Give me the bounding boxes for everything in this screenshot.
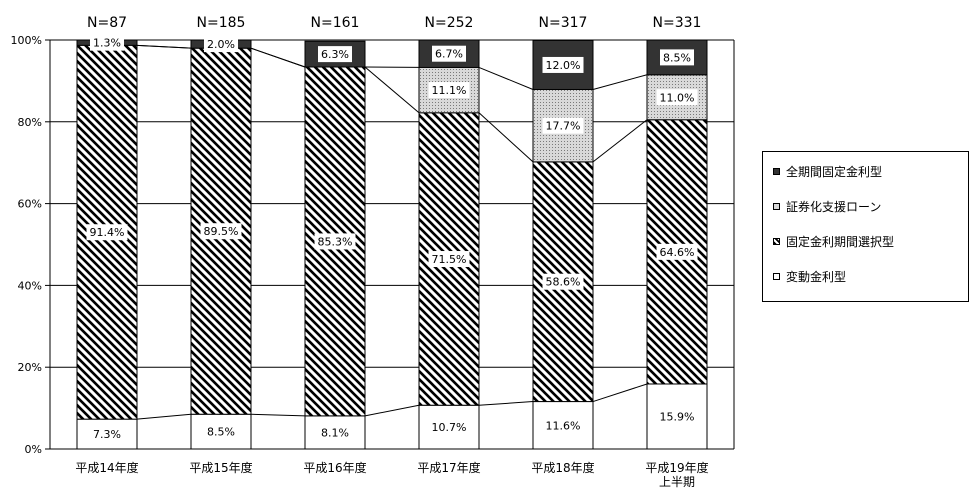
legend-label: 全期間固定金利型: [786, 164, 883, 179]
data-label-bg-1-0: [86, 224, 128, 241]
data-label-bg-0-3: [428, 419, 470, 436]
data-label-3-2: 6.3%: [321, 48, 349, 61]
connector-line-2-0: [136, 44, 192, 49]
data-label-0-2: 8.1%: [321, 426, 349, 439]
data-label-3-5: 8.5%: [663, 51, 691, 64]
connector-line-2-1: [250, 47, 306, 68]
data-label-2-3: 11.1%: [432, 84, 467, 97]
connector-line-1-3: [478, 112, 534, 163]
data-label-3-4: 12.0%: [546, 59, 581, 72]
data-label-bg-0-0: [90, 426, 124, 443]
y-tick-label-4: 80%: [18, 116, 42, 129]
data-label-3-1: 2.0%: [207, 38, 235, 51]
x-tick-label-1-0: 平成15年度: [189, 460, 252, 475]
x-tick-label-5-0: 平成19年度: [645, 460, 708, 475]
data-label-0-5: 15.9%: [660, 410, 695, 423]
legend-item: 固定金利期間選択型: [773, 233, 894, 249]
data-label-0-4: 11.6%: [546, 419, 581, 432]
connector-line-0-1: [250, 413, 306, 417]
connector-line-0-3: [478, 401, 534, 406]
connector-line-0-0: [136, 413, 192, 420]
legend-item: 全期間固定金利型: [773, 163, 882, 179]
data-label-3-3: 6.7%: [435, 48, 463, 61]
data-label-bg-2-3: [428, 82, 470, 99]
legend-label: 証券化支援ローン: [786, 199, 882, 214]
data-label-bg-1-5: [656, 243, 698, 260]
data-label-0-1: 8.5%: [207, 426, 235, 439]
data-label-bg-0-4: [542, 417, 584, 434]
n-label-5: N=331: [653, 15, 702, 31]
data-label-2-4: 17.7%: [546, 120, 581, 133]
x-tick-label-4-0: 平成18年度: [531, 460, 594, 475]
data-label-bg-0-2: [318, 424, 352, 441]
y-tick-label-5: 100%: [11, 34, 42, 47]
legend-item: 変動金利型: [773, 268, 846, 284]
n-label-1: N=185: [197, 15, 246, 31]
data-label-bg-1-4: [542, 273, 584, 290]
data-label-bg-3-1: [204, 36, 238, 53]
data-label-3-0: 1.3%: [93, 37, 121, 50]
n-label-3: N=252: [425, 15, 474, 31]
legend-item: 証券化支援ローン: [773, 198, 881, 214]
y-tick-label-0: 0%: [25, 443, 42, 456]
data-label-bg-3-4: [542, 56, 584, 73]
data-label-bg-2-5: [656, 89, 698, 106]
data-label-bg-1-3: [428, 251, 470, 268]
data-label-bg-3-2: [318, 46, 352, 63]
connector-line-1-2: [364, 66, 420, 114]
legend-label: 変動金利型: [786, 269, 847, 284]
x-tick-label-2-0: 平成16年度: [303, 460, 366, 475]
connector-line-1-4: [592, 119, 648, 163]
x-tick-label-0-0: 平成14年度: [75, 460, 138, 475]
legend-swatch: [773, 167, 780, 175]
n-label-4: N=317: [539, 15, 588, 31]
y-tick-label-2: 40%: [18, 279, 42, 292]
data-label-1-0: 91.4%: [90, 226, 125, 239]
n-label-2: N=161: [311, 15, 360, 31]
data-label-bg-3-3: [432, 45, 466, 62]
data-label-0-0: 7.3%: [93, 428, 121, 441]
legend-swatch: [773, 272, 780, 280]
data-label-0-3: 10.7%: [432, 421, 467, 434]
data-label-1-5: 64.6%: [660, 246, 695, 259]
data-label-1-4: 58.6%: [546, 276, 581, 289]
y-tick-label-1: 20%: [18, 361, 42, 374]
data-label-bg-3-5: [660, 49, 694, 66]
connector-line-2-3: [478, 66, 534, 90]
data-label-bg-3-0: [90, 34, 124, 51]
data-label-bg-1-2: [314, 233, 356, 250]
data-label-1-3: 71.5%: [432, 253, 467, 266]
data-label-bg-0-1: [204, 423, 238, 440]
x-tick-label-5-1: 上半期: [659, 475, 695, 489]
legend-swatch: [773, 237, 780, 245]
n-label-0: N=87: [87, 15, 127, 31]
legend-label: 固定金利期間選択型: [786, 234, 895, 249]
data-label-bg-1-1: [200, 223, 242, 240]
legend-swatch: [773, 202, 780, 210]
connector-line-0-4: [592, 383, 648, 403]
data-label-bg-2-4: [542, 117, 584, 134]
data-label-bg-0-5: [656, 408, 698, 425]
connector-line-0-2: [364, 404, 420, 417]
legend: 全期間固定金利型 証券化支援ローン 固定金利期間選択型 変動金利型: [762, 151, 969, 302]
y-tick-label-3: 60%: [18, 198, 42, 211]
data-label-1-1: 89.5%: [204, 225, 239, 238]
connector-line-2-4: [592, 74, 648, 90]
data-label-2-5: 11.0%: [660, 91, 695, 104]
x-tick-label-3-0: 平成17年度: [417, 460, 480, 475]
data-label-1-2: 85.3%: [318, 235, 353, 248]
